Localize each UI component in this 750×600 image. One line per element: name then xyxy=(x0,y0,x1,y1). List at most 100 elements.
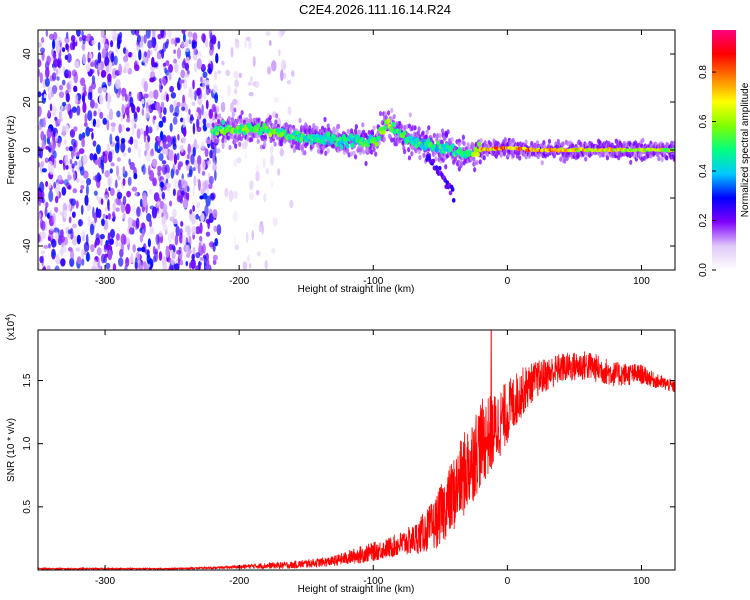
noise-blob xyxy=(205,258,210,270)
noise-cloud xyxy=(38,30,222,270)
y-tick-label: -40 xyxy=(22,238,33,253)
noise-blob xyxy=(118,63,123,76)
trail-halo xyxy=(361,122,365,128)
noise-blob xyxy=(138,49,142,61)
trail-halo xyxy=(275,113,279,119)
noise-blob xyxy=(94,212,98,224)
noise-blob xyxy=(53,181,57,189)
noise-blob xyxy=(134,64,140,72)
noise-blob xyxy=(187,31,193,38)
noise-blob xyxy=(64,73,69,78)
noise-blob xyxy=(287,106,292,115)
noise-blob xyxy=(192,205,195,212)
noise-blob xyxy=(192,122,196,135)
noise-blob xyxy=(195,252,201,259)
trail-core xyxy=(376,135,381,141)
noise-blob xyxy=(94,241,97,249)
noise-blob xyxy=(147,39,153,49)
noise-blob xyxy=(184,39,189,48)
noise-blob xyxy=(95,122,101,128)
noise-blob xyxy=(156,200,160,207)
noise-blob xyxy=(68,216,72,224)
trail-halo xyxy=(217,113,222,119)
noise-blob xyxy=(97,86,103,94)
x-tick-label: -200 xyxy=(229,576,249,587)
noise-blob xyxy=(205,122,211,129)
noise-blob xyxy=(147,135,151,143)
noise-blob xyxy=(172,143,177,151)
noise-blob xyxy=(79,166,83,171)
noise-blob xyxy=(195,111,199,117)
noise-blob xyxy=(76,30,81,37)
noise-blob xyxy=(207,67,213,74)
noise-blob xyxy=(49,209,53,216)
trail-core xyxy=(386,118,391,124)
trail-halo xyxy=(489,141,493,147)
trail-halo xyxy=(640,156,644,162)
trail-halo xyxy=(333,128,337,134)
noise-blob xyxy=(105,262,111,270)
trail-halo xyxy=(390,137,394,143)
noise-blob xyxy=(154,141,159,152)
trail-halo xyxy=(290,143,294,149)
trail-halo xyxy=(571,143,575,149)
noise-blob xyxy=(172,112,178,117)
noise-blob xyxy=(158,230,164,238)
trail-halo xyxy=(266,121,270,128)
noise-blob xyxy=(236,98,241,111)
noise-blob xyxy=(91,81,96,90)
noise-blob xyxy=(94,102,98,109)
noise-blob xyxy=(151,56,155,68)
trail-halo xyxy=(446,129,450,135)
noise-blob xyxy=(232,70,236,78)
noise-blob xyxy=(74,94,79,105)
trail-halo xyxy=(369,145,373,151)
trail-halo xyxy=(657,156,661,162)
trail-core xyxy=(366,142,371,148)
noise-blob xyxy=(100,37,106,45)
noise-blob xyxy=(173,178,179,190)
noise-blob xyxy=(289,199,294,209)
noise-blob xyxy=(263,192,267,203)
noise-blob xyxy=(67,229,72,235)
noise-blob xyxy=(38,212,42,219)
trail-halo xyxy=(422,152,426,158)
noise-blob xyxy=(51,105,57,117)
y-tick-label: 40 xyxy=(22,48,33,60)
noise-blob xyxy=(156,210,163,219)
trail-halo xyxy=(288,127,292,133)
noise-blob xyxy=(66,53,72,63)
noise-blob xyxy=(189,208,193,215)
noise-blob xyxy=(208,183,213,190)
noise-blob xyxy=(91,132,94,140)
trail-halo xyxy=(279,141,284,147)
noise-blob xyxy=(52,213,56,224)
noise-blob xyxy=(76,256,82,265)
trail-halo xyxy=(411,145,415,151)
noise-blob xyxy=(197,87,203,100)
noise-blob xyxy=(155,197,161,203)
noise-blob xyxy=(190,258,196,270)
noise-blob xyxy=(45,67,50,79)
noise-blob xyxy=(38,162,41,168)
noise-blob xyxy=(134,257,138,269)
noise-blob xyxy=(245,231,249,243)
noise-blob xyxy=(191,101,196,107)
x-tick-label: 100 xyxy=(633,276,650,287)
trail-core xyxy=(382,125,387,131)
noise-blob xyxy=(247,254,251,264)
noise-blob xyxy=(252,81,257,87)
trail-halo xyxy=(482,155,486,161)
noise-blob xyxy=(201,63,205,71)
noise-blob xyxy=(262,157,266,168)
trail-core xyxy=(262,122,267,128)
noise-blob xyxy=(58,84,64,91)
noise-blob xyxy=(88,128,94,133)
noise-blob xyxy=(205,86,210,96)
noise-blob xyxy=(201,33,206,42)
trail-halo xyxy=(598,140,602,146)
trail-halo xyxy=(407,155,412,161)
noise-blob xyxy=(184,103,188,113)
noise-blob xyxy=(174,37,178,47)
